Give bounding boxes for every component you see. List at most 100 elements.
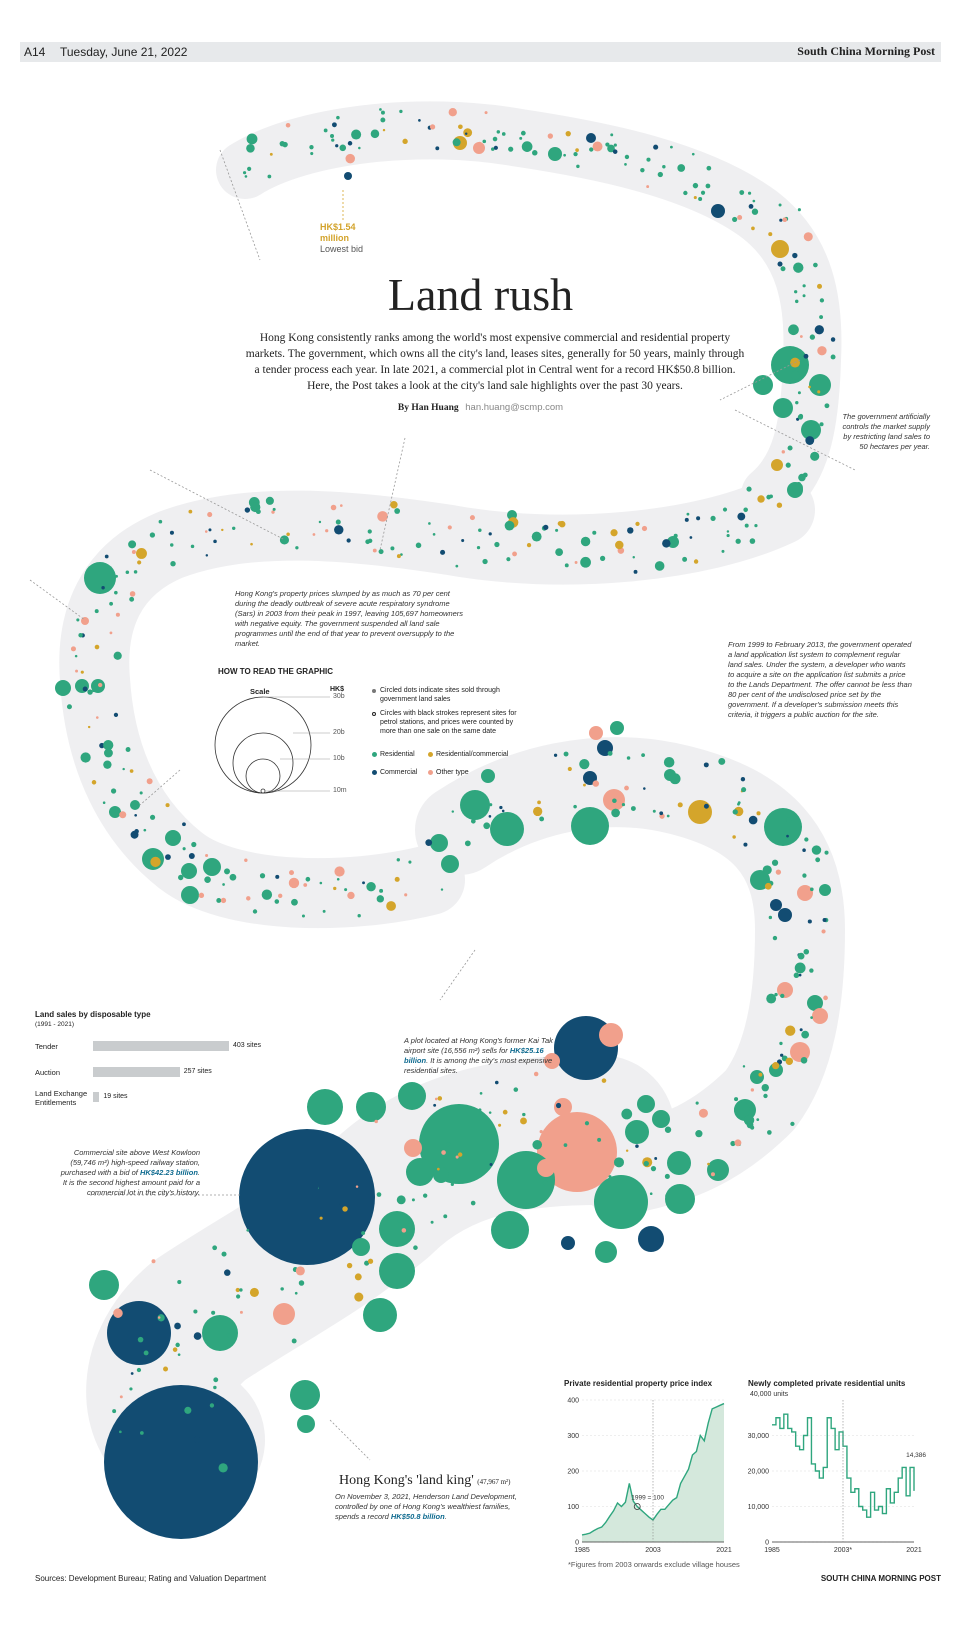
land-sale-dot (649, 1192, 653, 1196)
land-sale-dot (469, 515, 475, 521)
land-sale-dot (778, 203, 782, 207)
land-sale-bubble (595, 1241, 617, 1263)
land-sale-dot (247, 166, 252, 171)
land-sale-dot (808, 385, 811, 389)
land-sale-dot (693, 196, 697, 200)
land-sale-dot (358, 146, 361, 150)
land-sale-dot (198, 892, 205, 899)
land-sale-dot (149, 532, 156, 538)
land-sale-dot (797, 208, 801, 212)
land-sale-dot (785, 817, 792, 823)
land-sale-dot (543, 524, 549, 530)
land-sale-dot (437, 1096, 443, 1101)
land-sale-dot (396, 1195, 406, 1205)
kaitak-note: A plot located at Hong Kong's former Kai… (404, 1036, 553, 1075)
land-sale-dot (182, 847, 186, 851)
land-sale-dot (404, 893, 408, 897)
land-sale-bubble (750, 870, 770, 890)
land-sale-dot (272, 507, 276, 511)
x-tick-label: 2021 (906, 1547, 922, 1554)
land-sale-dot (213, 1385, 217, 1390)
land-sale-dot (810, 1016, 813, 1019)
land-sale-dot (803, 232, 813, 242)
land-sale-dot (386, 901, 396, 911)
leader-line (29, 579, 86, 621)
land-sale-dot (782, 217, 788, 223)
page-title: Land rush (387, 269, 574, 320)
land-sale-bubble (104, 1385, 258, 1539)
land-sale-dot (612, 798, 617, 804)
leader-line (329, 1419, 371, 1461)
land-king-value: HK$50.8 billion (390, 1512, 445, 1521)
land-sale-dot (819, 298, 825, 303)
land-sale-dot (244, 507, 251, 513)
land-sale-dot (677, 164, 686, 172)
land-sale-dot (380, 117, 386, 123)
land-sale-dot (182, 822, 186, 827)
land-sale-bubble (433, 1167, 449, 1183)
land-sale-bubble (688, 800, 712, 824)
land-sale-dot (224, 1269, 231, 1276)
land-sale-dot (295, 546, 299, 550)
land-sale-dot (330, 504, 337, 511)
land-sale-dot (489, 1163, 493, 1167)
land-sale-dot (347, 891, 355, 900)
scale-tick-10m: 10m (333, 787, 347, 794)
land-sale-dot (573, 804, 577, 809)
land-sale-dot (707, 1162, 710, 1166)
lowest-bid-value: HK$1.54 million (320, 222, 356, 243)
land-sale-dot (809, 968, 814, 973)
land-sale-dot (188, 509, 193, 514)
land-sale-dot (662, 539, 671, 548)
land-sale-bubble (352, 1238, 370, 1256)
land-sale-dot (242, 171, 247, 175)
scale-unit: HK$ (330, 686, 345, 693)
author-email[interactable]: han.huang@scmp.com (465, 402, 564, 413)
land-sale-dot (553, 753, 558, 757)
land-sale-bubble (599, 1023, 623, 1047)
land-sale-dot (291, 1338, 297, 1344)
land-sale-dot (607, 750, 613, 756)
land-sale-dot (584, 1121, 590, 1126)
land-sale-dot (318, 520, 322, 524)
land-sale-dot (193, 1309, 198, 1314)
land-sale-dot (821, 929, 826, 934)
land-sale-dot (756, 1118, 760, 1121)
land-sale-dot (757, 495, 765, 503)
leader-line (439, 949, 476, 1001)
land-sale-dot (817, 283, 823, 289)
land-sale-bubble (801, 420, 821, 440)
land-sale-bubble (809, 374, 831, 396)
land-sale-dot (119, 1395, 123, 1399)
land-sale-dot (80, 752, 91, 763)
land-sale-dot (502, 1109, 508, 1115)
legend-other: Other type (436, 769, 469, 776)
land-sale-dot (87, 689, 93, 695)
y-tick-label: 10,000 (748, 1504, 770, 1511)
land-sale-dot (246, 896, 251, 901)
land-sale-dot (798, 413, 804, 419)
land-sale-dot (797, 952, 805, 960)
land-sale-dot (212, 1245, 218, 1251)
land-sale-dot (740, 777, 746, 782)
land-sale-dot (654, 561, 665, 571)
land-sale-bubble (665, 1184, 695, 1214)
land-sale-dot (102, 801, 106, 804)
land-sale-dot (482, 139, 487, 144)
land-sale-bubble (797, 885, 813, 901)
land-sale-dot (87, 725, 91, 729)
land-sale-dot (635, 521, 640, 526)
land-sale-bubble (652, 1110, 670, 1128)
land-sale-dot (746, 1121, 754, 1129)
land-sale-dot (402, 138, 408, 145)
legend-circled: Circled dots indicate sites sold through… (380, 687, 500, 703)
land-sale-dot (295, 1266, 305, 1276)
land-sale-dot (506, 557, 511, 562)
land-sale-dot (396, 554, 401, 559)
land-sale-dot (779, 218, 783, 222)
land-sale-bubble (771, 346, 809, 384)
land-sale-dot (810, 451, 820, 461)
area-fill (582, 1403, 724, 1542)
land-sale-bubble (84, 562, 116, 594)
land-sale-dot (522, 1112, 526, 1117)
